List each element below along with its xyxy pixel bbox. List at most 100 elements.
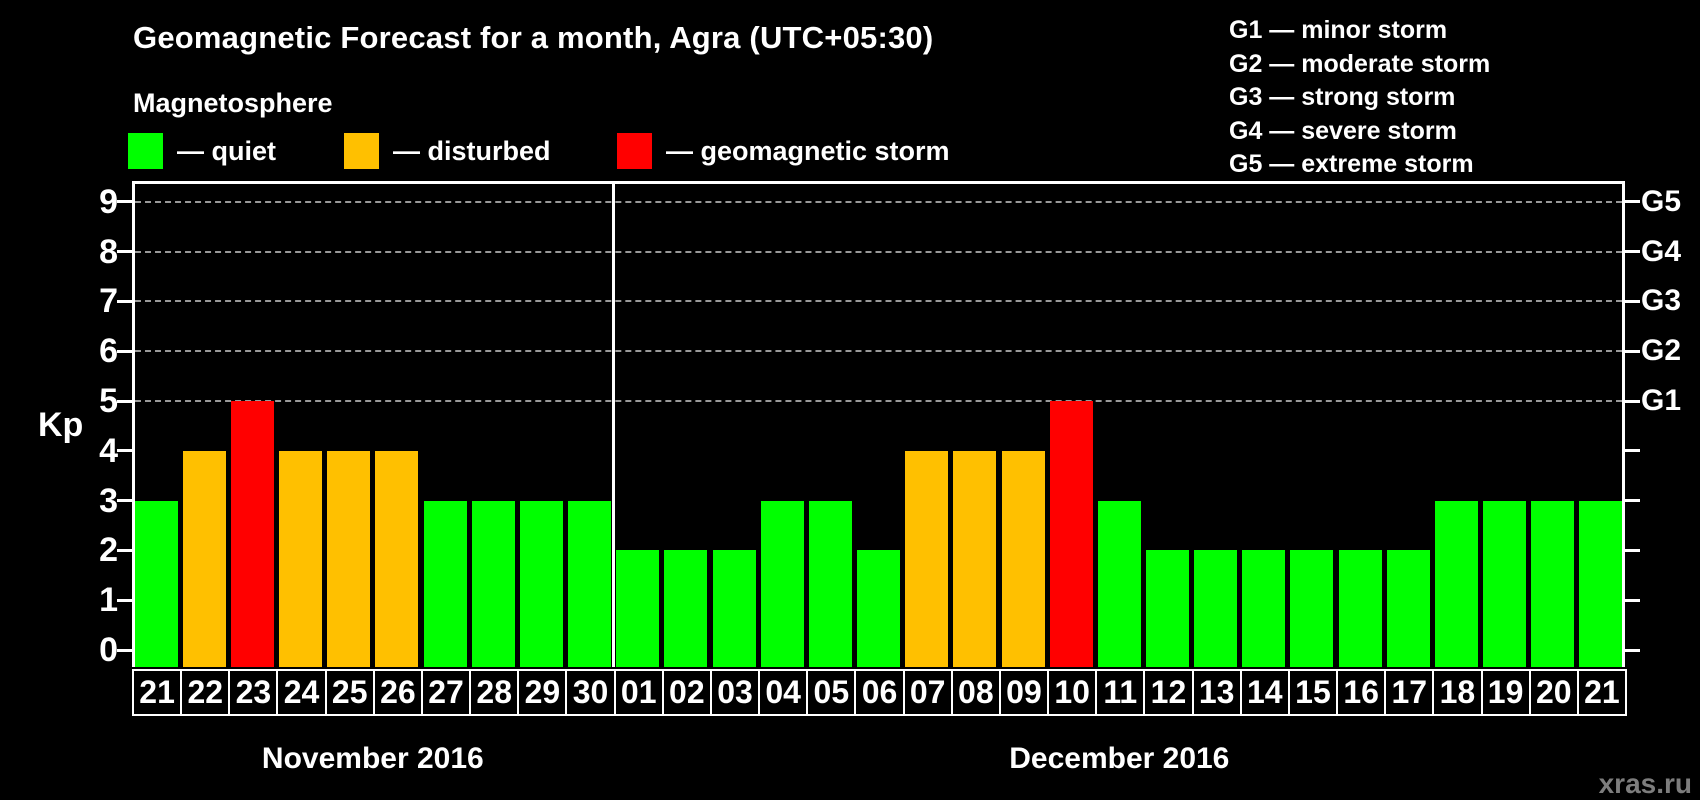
- y-tick-label: 3: [99, 481, 118, 520]
- day-label-cell: 07: [902, 669, 953, 716]
- y-axis-tick: [117, 648, 132, 652]
- gridline-kp-9: [135, 200, 1622, 203]
- kp-bar: [664, 550, 708, 667]
- watermark: xras.ru: [1598, 768, 1692, 799]
- y-axis-tick: [117, 598, 132, 602]
- right-axis-tick: [1625, 250, 1640, 254]
- g-scale-legend: G1 — minor storm G2 — moderate storm G3 …: [1229, 14, 1490, 182]
- legend-item-quiet: — quiet: [128, 133, 276, 169]
- y-axis-tick: [117, 200, 132, 204]
- day-label-cell: 08: [950, 669, 1001, 716]
- y-axis-title: Kp: [38, 406, 84, 444]
- right-axis-tick: [1625, 598, 1640, 602]
- kp-bar: [519, 500, 563, 667]
- legend-item-storm: — geomagnetic storm: [617, 133, 950, 169]
- y-tick-label: 9: [99, 182, 118, 221]
- legend-label-quiet: — quiet: [177, 135, 276, 166]
- kp-bar: [1049, 401, 1093, 667]
- day-label-cell: 28: [469, 669, 520, 716]
- g-level-label: G5: [1641, 184, 1682, 218]
- y-axis-tick: [117, 349, 132, 353]
- disturbed-color-swatch: [344, 133, 379, 169]
- right-axis-tick: [1625, 349, 1640, 353]
- kp-bar: [182, 450, 226, 667]
- day-label-cell: 18: [1432, 669, 1483, 716]
- day-label-cell: 29: [517, 669, 568, 716]
- day-label-cell: 11: [1095, 669, 1146, 716]
- month-label: December 2016: [1009, 742, 1230, 775]
- kp-bar: [808, 500, 852, 667]
- g-level-label: G1: [1641, 384, 1682, 417]
- g2-legend-line: G2 — moderate storm: [1229, 49, 1491, 78]
- y-axis-tick: [117, 299, 132, 303]
- day-label-cell: 03: [709, 669, 761, 716]
- kp-bar: [568, 500, 612, 667]
- y-tick-label: 7: [99, 282, 118, 321]
- kp-bar: [471, 500, 515, 667]
- gridline-kp-5: [135, 400, 1622, 402]
- right-axis-tick: [1625, 449, 1640, 453]
- kp-bar: [760, 500, 804, 667]
- kp-bar: [905, 450, 949, 667]
- kp-bar: [230, 401, 274, 667]
- kp-bar: [857, 550, 901, 667]
- g3-legend-line: G3 — strong storm: [1229, 83, 1456, 111]
- day-label-cell: 05: [806, 669, 857, 716]
- kp-bar: [279, 450, 323, 667]
- magnetosphere-label: Magnetosphere: [133, 88, 333, 118]
- kp-bar: [1386, 550, 1430, 667]
- gridline-kp-7: [135, 300, 1622, 303]
- gridline-kp-8: [135, 250, 1622, 253]
- right-axis-line: [1622, 181, 1625, 667]
- kp-bar: [1338, 550, 1382, 667]
- g4-legend-line: G4 — severe storm: [1229, 116, 1457, 145]
- kp-bar: [375, 450, 419, 667]
- day-label-cell: 26: [372, 669, 423, 716]
- month-label: November 2016: [261, 742, 484, 775]
- right-axis-tick: [1625, 399, 1640, 403]
- kp-bar: [1531, 500, 1575, 667]
- plot-area: [117, 181, 1640, 667]
- y-tick-label: 1: [99, 581, 118, 620]
- kp-bar: [1001, 450, 1045, 667]
- g5-legend-line: G5 — extreme storm: [1229, 150, 1474, 178]
- day-label-cell: 23: [228, 669, 279, 716]
- day-label-cell: 12: [1143, 669, 1194, 716]
- kp-bar: [423, 500, 467, 667]
- kp-bar: [134, 500, 178, 667]
- y-tick-label: 8: [99, 232, 118, 271]
- day-label-cell: 21: [132, 669, 183, 716]
- kp-bar: [953, 450, 997, 667]
- legend-item-disturbed: — disturbed: [344, 133, 551, 169]
- day-label-cell: 17: [1384, 669, 1435, 716]
- day-label-cell: 20: [1528, 669, 1579, 716]
- y-axis-tick: [117, 399, 132, 403]
- kp-bar: [1097, 500, 1141, 667]
- day-label-cell: 04: [758, 669, 809, 716]
- kp-bar: [1194, 550, 1238, 667]
- kp-bar: [1290, 550, 1334, 667]
- day-label-cell: 02: [661, 669, 712, 716]
- day-label-cell: 22: [180, 669, 231, 716]
- day-label-cell: 24: [276, 669, 327, 716]
- legend-label-disturbed: — disturbed: [393, 135, 551, 166]
- day-label-cell: 21: [1576, 669, 1627, 716]
- kp-bar: [1579, 500, 1623, 667]
- right-axis-tick: [1625, 648, 1640, 652]
- day-label-cell: 01: [613, 669, 664, 716]
- storm-color-swatch: [617, 133, 652, 169]
- kp-bar: [1145, 550, 1189, 667]
- day-label-cell: 13: [1191, 669, 1242, 716]
- day-label-strip: 21 22 23 24 25 26 27 28 29 30 01 02 03 04 05 06 07 08 09 10…: [132, 669, 1627, 716]
- y-axis-tick: [117, 548, 132, 552]
- y-tick-label: 6: [99, 332, 118, 371]
- y-tick-label: 4: [99, 431, 118, 470]
- y-tick-label: 2: [99, 531, 118, 570]
- day-label-cell: 14: [1239, 669, 1290, 716]
- right-axis-tick: [1625, 499, 1640, 503]
- y-axis-line: [132, 181, 135, 667]
- right-axis-tick: [1625, 299, 1640, 303]
- legend-label-storm: — geomagnetic storm: [666, 135, 950, 166]
- y-tick-label: 0: [99, 631, 118, 669]
